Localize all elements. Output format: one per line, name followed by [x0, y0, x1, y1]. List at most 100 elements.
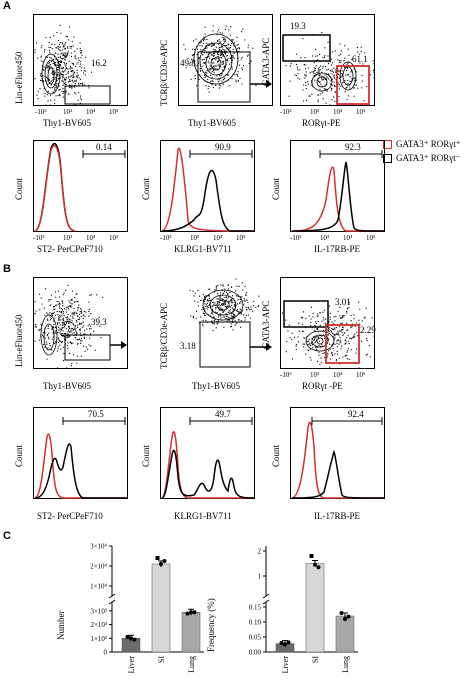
event-dot: [353, 68, 355, 70]
event-dot: [326, 74, 328, 76]
event-dot: [370, 74, 372, 76]
xtick-b3-1: 10³: [310, 371, 320, 379]
event-dot: [42, 81, 44, 83]
event-dot: [204, 58, 206, 60]
event-dot: [68, 326, 70, 328]
event-dot: [345, 74, 347, 76]
event-dot: [298, 322, 300, 324]
event-dot: [90, 345, 92, 347]
event-dot: [312, 72, 314, 74]
event-dot: [39, 88, 41, 90]
event-dot: [46, 312, 48, 314]
event-dot: [336, 332, 338, 334]
event-dot: [71, 67, 73, 69]
event-dot: [219, 55, 221, 57]
xlabel-a6: IL-17RB-PE: [314, 244, 360, 254]
event-dot: [55, 86, 57, 88]
event-dot: [340, 317, 342, 319]
event-dot: [337, 330, 339, 332]
event-dot: [50, 84, 52, 86]
event-dot: [53, 70, 55, 72]
event-dot: [206, 306, 208, 308]
event-dot: [53, 35, 55, 37]
event-dot: [229, 305, 231, 307]
event-dot: [314, 76, 316, 78]
event-dot: [307, 349, 309, 351]
event-dot: [207, 53, 209, 55]
event-dot: [199, 45, 201, 47]
event-dot: [69, 46, 71, 48]
event-dot: [49, 36, 51, 38]
ylabel-a3: GATA3-APC: [261, 37, 271, 86]
event-dot: [361, 80, 363, 82]
event-dot: [228, 301, 230, 303]
event-dot: [55, 52, 57, 54]
event-dot: [319, 75, 321, 77]
event-dot: [60, 333, 62, 335]
event-dot: [232, 318, 234, 320]
event-dot: [84, 315, 86, 317]
event-dot: [202, 323, 204, 325]
plot-a-ror-gata: 19.3 61.1 -10³ 10³ 10⁴ 10⁵ RORγt-PE GATA…: [261, 14, 375, 128]
x-tick-label: Lung: [341, 656, 350, 673]
event-dot: [75, 79, 77, 81]
event-dot: [308, 95, 310, 97]
event-dot: [204, 297, 206, 299]
event-dot: [220, 295, 222, 297]
event-dot: [241, 310, 243, 312]
event-dot: [204, 26, 206, 28]
event-dot: [326, 356, 328, 358]
event-dot: [209, 300, 211, 302]
data-point: [185, 611, 190, 616]
event-dot: [306, 341, 308, 343]
event-dot: [196, 65, 198, 67]
event-dot: [60, 32, 62, 34]
event-dot: [47, 100, 49, 102]
event-dot: [223, 39, 225, 41]
event-dot: [295, 53, 297, 55]
event-dot: [333, 316, 335, 318]
event-dot: [247, 47, 249, 49]
event-dot: [332, 343, 334, 345]
event-dot: [79, 65, 81, 67]
event-dot: [89, 325, 91, 327]
event-dot: [226, 291, 228, 293]
event-dot: [74, 80, 76, 82]
event-dot: [199, 57, 201, 59]
event-dot: [331, 352, 333, 354]
event-dot: [236, 36, 238, 38]
event-dot: [61, 73, 63, 75]
xtick-b3-0: -10³: [280, 371, 292, 379]
xlabel-a1: Thy1-BV605: [43, 118, 91, 128]
event-dot: [187, 58, 189, 60]
event-dot: [52, 312, 54, 314]
event-dot: [208, 91, 210, 93]
event-dot: [57, 66, 59, 68]
event-dot: [224, 41, 226, 43]
event-dot: [315, 55, 317, 57]
event-dot: [348, 358, 350, 360]
event-dot: [80, 309, 82, 311]
event-dot: [204, 49, 206, 51]
event-dot: [62, 85, 64, 87]
event-dot: [305, 317, 307, 319]
a3-events: [285, 31, 375, 106]
event-dot: [217, 53, 219, 55]
event-dot: [346, 329, 348, 331]
event-dot: [295, 348, 297, 350]
event-dot: [202, 307, 204, 309]
event-dot: [322, 311, 324, 313]
event-dot: [81, 99, 83, 101]
event-dot: [227, 68, 229, 70]
event-dot: [351, 325, 353, 327]
event-dot: [214, 49, 216, 51]
event-dot: [46, 76, 48, 78]
event-dot: [76, 48, 78, 50]
event-dot: [66, 321, 68, 323]
event-dot: [94, 349, 96, 351]
event-dot: [321, 320, 323, 322]
event-dot: [76, 321, 78, 323]
event-dot: [313, 67, 315, 69]
event-dot: [66, 319, 68, 321]
event-dot: [62, 305, 64, 307]
